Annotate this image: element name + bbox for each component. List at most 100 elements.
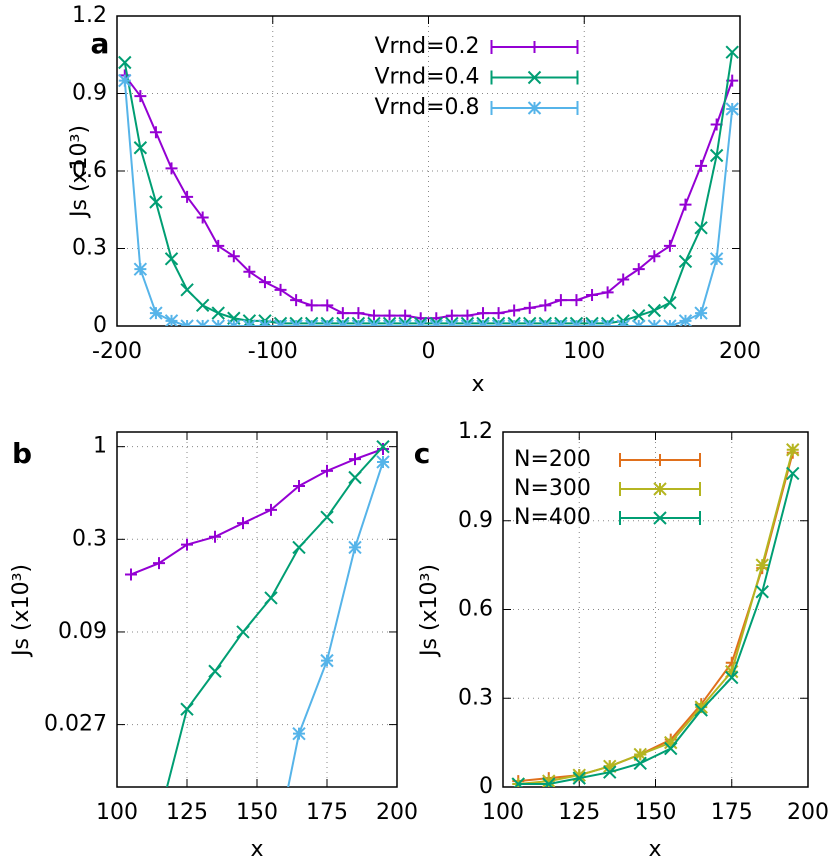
data-point xyxy=(632,263,645,276)
data-point xyxy=(786,466,800,481)
y-tick-label: 0.027 xyxy=(44,712,107,737)
data-point xyxy=(180,319,194,326)
legend-swatch xyxy=(619,511,701,525)
data-point xyxy=(258,276,271,289)
data-point xyxy=(511,777,525,787)
legend-label: N=300 xyxy=(514,476,591,501)
data-point xyxy=(429,319,443,326)
x-tick-label: 200 xyxy=(787,800,829,825)
data-point xyxy=(149,306,163,320)
data-point xyxy=(133,141,148,155)
data-point xyxy=(569,319,584,326)
data-point xyxy=(133,262,148,276)
data-point xyxy=(125,568,137,581)
y-tick-label: 1.2 xyxy=(72,3,107,28)
plot-frame xyxy=(502,431,809,788)
data-point xyxy=(601,286,614,299)
data-point xyxy=(695,159,708,172)
data-point xyxy=(539,299,552,312)
data-point xyxy=(208,664,222,678)
data-point xyxy=(290,294,303,307)
x-tick-label: -100 xyxy=(248,339,298,364)
data-point xyxy=(755,585,769,599)
x-tick-label: 125 xyxy=(166,800,208,825)
legend-label: Vrnd=0.2 xyxy=(374,34,479,59)
y-tick-label: 0.9 xyxy=(458,508,493,533)
plot-frame xyxy=(116,431,398,788)
data-point xyxy=(647,319,662,326)
legend-swatch xyxy=(619,482,701,496)
x-tick-label: 200 xyxy=(719,339,761,364)
x-axis-label: x xyxy=(250,837,263,862)
data-point xyxy=(149,195,163,209)
data-point xyxy=(678,254,693,269)
data-point xyxy=(460,319,475,326)
data-point xyxy=(348,540,362,555)
data-point xyxy=(181,190,194,203)
data-point xyxy=(633,747,647,762)
data-point xyxy=(679,198,692,211)
data-point xyxy=(538,319,553,326)
data-point xyxy=(491,319,506,326)
data-point xyxy=(164,252,179,266)
x-tick-label: 100 xyxy=(96,800,138,825)
x-axis-label: x xyxy=(648,837,661,862)
data-point xyxy=(134,90,147,103)
legend-label: Vrnd=0.8 xyxy=(374,95,479,120)
data-point xyxy=(570,294,583,307)
data-point xyxy=(507,319,521,326)
data-point xyxy=(209,530,221,543)
data-point xyxy=(572,771,586,785)
data-point xyxy=(321,299,334,312)
data-point xyxy=(554,294,567,307)
data-point xyxy=(603,765,617,779)
data-point xyxy=(694,700,708,714)
data-point xyxy=(237,517,249,530)
data-point xyxy=(709,148,724,163)
data-point xyxy=(227,319,241,326)
data-point xyxy=(320,319,334,326)
data-point xyxy=(725,670,739,685)
data-point xyxy=(118,55,132,70)
data-point xyxy=(273,319,288,326)
data-point xyxy=(153,557,165,570)
data-point xyxy=(476,319,490,326)
y-axis-label: Js (x10³) xyxy=(9,564,34,658)
data-point xyxy=(542,777,556,787)
data-point xyxy=(632,308,646,323)
series-line xyxy=(518,452,794,783)
x-tick-label: -200 xyxy=(92,339,142,364)
data-point xyxy=(382,319,397,326)
data-point xyxy=(118,73,132,88)
data-point xyxy=(399,309,412,322)
data-point xyxy=(586,289,599,301)
legend-swatch xyxy=(490,40,579,54)
series-line xyxy=(130,448,384,576)
data-point xyxy=(477,307,490,320)
legend-label: N=200 xyxy=(514,447,591,472)
data-point xyxy=(572,768,586,782)
plot-area xyxy=(125,439,390,787)
data-point xyxy=(305,299,318,312)
data-point xyxy=(196,211,209,224)
data-point xyxy=(149,126,162,139)
data-point xyxy=(211,306,225,320)
y-tick-label: 0 xyxy=(479,774,493,799)
series-line xyxy=(518,449,794,786)
data-point xyxy=(227,250,240,263)
plot-area xyxy=(511,443,800,787)
data-point xyxy=(321,464,333,477)
series-line xyxy=(123,52,734,325)
series-line xyxy=(518,473,794,786)
data-point xyxy=(265,503,277,516)
data-point xyxy=(694,703,708,717)
data-point xyxy=(414,319,428,326)
legend-swatch xyxy=(490,101,579,115)
data-point xyxy=(180,283,194,297)
data-point xyxy=(383,309,396,322)
data-point xyxy=(242,319,257,326)
data-point xyxy=(320,653,334,668)
panel-label: c xyxy=(414,437,431,470)
y-axis-label: Js (x10³) xyxy=(67,125,92,219)
x-tick-label: 150 xyxy=(635,800,677,825)
